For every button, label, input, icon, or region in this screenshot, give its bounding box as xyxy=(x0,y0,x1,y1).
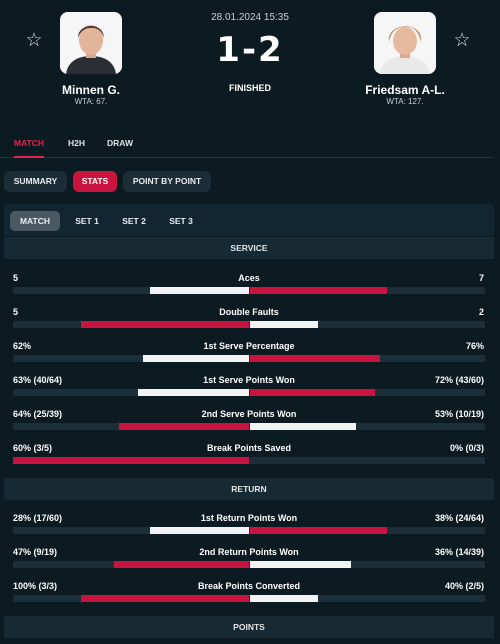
stat-right-value: 76% xyxy=(465,341,484,351)
stat-bar-track xyxy=(13,527,485,534)
stat-name: Break Points Saved xyxy=(206,443,292,453)
stat-bar-left xyxy=(143,355,249,362)
set-tab-match[interactable]: MATCH xyxy=(10,211,60,231)
stat-bar-track xyxy=(13,355,485,362)
player-name-right[interactable]: Friedsam A-L. xyxy=(365,83,445,97)
subtab-point-by-point[interactable]: POINT BY POINT xyxy=(123,171,211,192)
stat-row: 28% (17/60) 1st Return Points Won 38% (24/… xyxy=(0,512,500,542)
stat-bar-track xyxy=(13,561,485,568)
stat-left-value: 64% (25/39) xyxy=(13,409,63,419)
section-header-return: RETURN xyxy=(4,478,494,500)
stat-bar-track xyxy=(13,389,485,396)
stat-right-value: 40% (2/5) xyxy=(444,581,484,591)
stat-bar-left xyxy=(150,287,249,294)
match-status: FINISHED xyxy=(228,83,271,93)
match-header: ☆ Minnen G. WTA: 67. 28.01.2024 15:35 1-… xyxy=(0,0,500,128)
match-date: 28.01.2024 15:35 xyxy=(211,12,289,23)
set-selector: MATCH SET 1 SET 2 SET 3 xyxy=(4,204,494,236)
player-photo-left[interactable] xyxy=(60,12,122,74)
match-score: 1-2 xyxy=(216,30,284,70)
stat-left-value: 62% xyxy=(13,341,32,351)
stat-right-value: 0% (0/3) xyxy=(449,443,484,453)
stat-bar-right xyxy=(250,527,387,534)
stat-bar-left xyxy=(13,457,249,464)
stat-left-value: 100% (3/3) xyxy=(13,581,58,591)
set-tab-3[interactable]: SET 3 xyxy=(169,216,193,226)
favorite-star-icon-right[interactable]: ☆ xyxy=(453,30,471,51)
stat-name: 1st Serve Percentage xyxy=(203,341,295,351)
stat-bar-track xyxy=(13,287,485,294)
stat-left-value: 60% (3/5) xyxy=(13,443,53,453)
stat-left-value: 5 xyxy=(13,307,19,317)
stat-bar-left xyxy=(114,561,249,568)
stat-bar-track xyxy=(13,423,485,430)
stat-bar-track xyxy=(13,595,485,602)
stat-bar-track xyxy=(13,457,485,464)
stat-name: 2nd Serve Points Won xyxy=(201,409,297,419)
stat-bar-right xyxy=(250,595,318,602)
stat-row: 62% 1st Serve Percentage 76% xyxy=(0,340,500,370)
player-rank-left: WTA: 67. xyxy=(74,97,108,106)
player-rank-right: WTA: 127. xyxy=(386,97,424,106)
stat-name: Double Faults xyxy=(219,307,279,317)
main-tabs: MATCH H2H DRAW xyxy=(0,130,494,158)
tab-match[interactable]: MATCH xyxy=(14,130,45,158)
stat-name: Aces xyxy=(238,273,260,283)
stat-right-value: 7 xyxy=(478,273,484,283)
stat-left-value: 47% (9/19) xyxy=(13,547,58,557)
stat-name: 2nd Return Points Won xyxy=(199,547,299,557)
player-silhouette-icon xyxy=(374,12,436,74)
stat-bar-right xyxy=(250,423,356,430)
stat-right-value: 53% (10/19) xyxy=(434,409,484,419)
stat-row: 60% (3/5) Break Points Saved 0% (0/3) xyxy=(0,442,500,472)
stat-right-value: 36% (14/39) xyxy=(434,547,484,557)
stat-name: 1st Return Points Won xyxy=(200,513,298,523)
stat-bar-left xyxy=(81,321,249,328)
stat-bar-left xyxy=(150,527,249,534)
stat-row: 5 Aces 7 xyxy=(0,272,500,302)
subtab-summary[interactable]: SUMMARY xyxy=(4,171,67,192)
stat-bar-right xyxy=(250,287,387,294)
stat-bar-right xyxy=(250,321,318,328)
stat-bar-left xyxy=(138,389,249,396)
section-header-service: SERVICE xyxy=(4,237,494,259)
favorite-star-icon-left[interactable]: ☆ xyxy=(25,30,43,51)
stat-bar-right xyxy=(250,389,375,396)
player-name-left[interactable]: Minnen G. xyxy=(62,83,120,97)
stat-row: 5 Double Faults 2 xyxy=(0,306,500,336)
tab-draw[interactable]: DRAW xyxy=(107,138,133,148)
stat-left-value: 28% (17/60) xyxy=(13,513,63,523)
stat-right-value: 2 xyxy=(478,307,484,317)
stat-right-value: 72% (43/60) xyxy=(434,375,484,385)
stat-row: 63% (40/64) 1st Serve Points Won 72% (43/6… xyxy=(0,374,500,404)
stat-name: Break Points Converted xyxy=(197,581,301,591)
stat-bar-right xyxy=(250,561,351,568)
player-silhouette-icon xyxy=(60,12,122,74)
stat-right-value: 38% (24/64) xyxy=(434,513,484,523)
stat-row: 100% (3/3) Break Points Converted 40% (2/5… xyxy=(0,580,500,610)
stat-row: 64% (25/39) 2nd Serve Points Won 53% (10/1… xyxy=(0,408,500,438)
set-tab-2[interactable]: SET 2 xyxy=(122,216,146,226)
section-header-points: POINTS xyxy=(4,616,494,638)
stat-bar-track xyxy=(13,321,485,328)
stat-name: 1st Serve Points Won xyxy=(203,375,295,385)
stat-bar-right xyxy=(250,355,380,362)
tab-h2h[interactable]: H2H xyxy=(68,138,86,148)
stat-bar-left xyxy=(119,423,249,430)
set-tab-1[interactable]: SET 1 xyxy=(75,216,99,226)
stat-bar-left xyxy=(81,595,249,602)
player-photo-right[interactable] xyxy=(374,12,436,74)
stat-left-value: 5 xyxy=(13,273,19,283)
stat-row: 47% (9/19) 2nd Return Points Won 36% (14/3… xyxy=(0,546,500,576)
stat-left-value: 63% (40/64) xyxy=(13,375,63,385)
subtab-stats[interactable]: STATS xyxy=(73,171,117,192)
